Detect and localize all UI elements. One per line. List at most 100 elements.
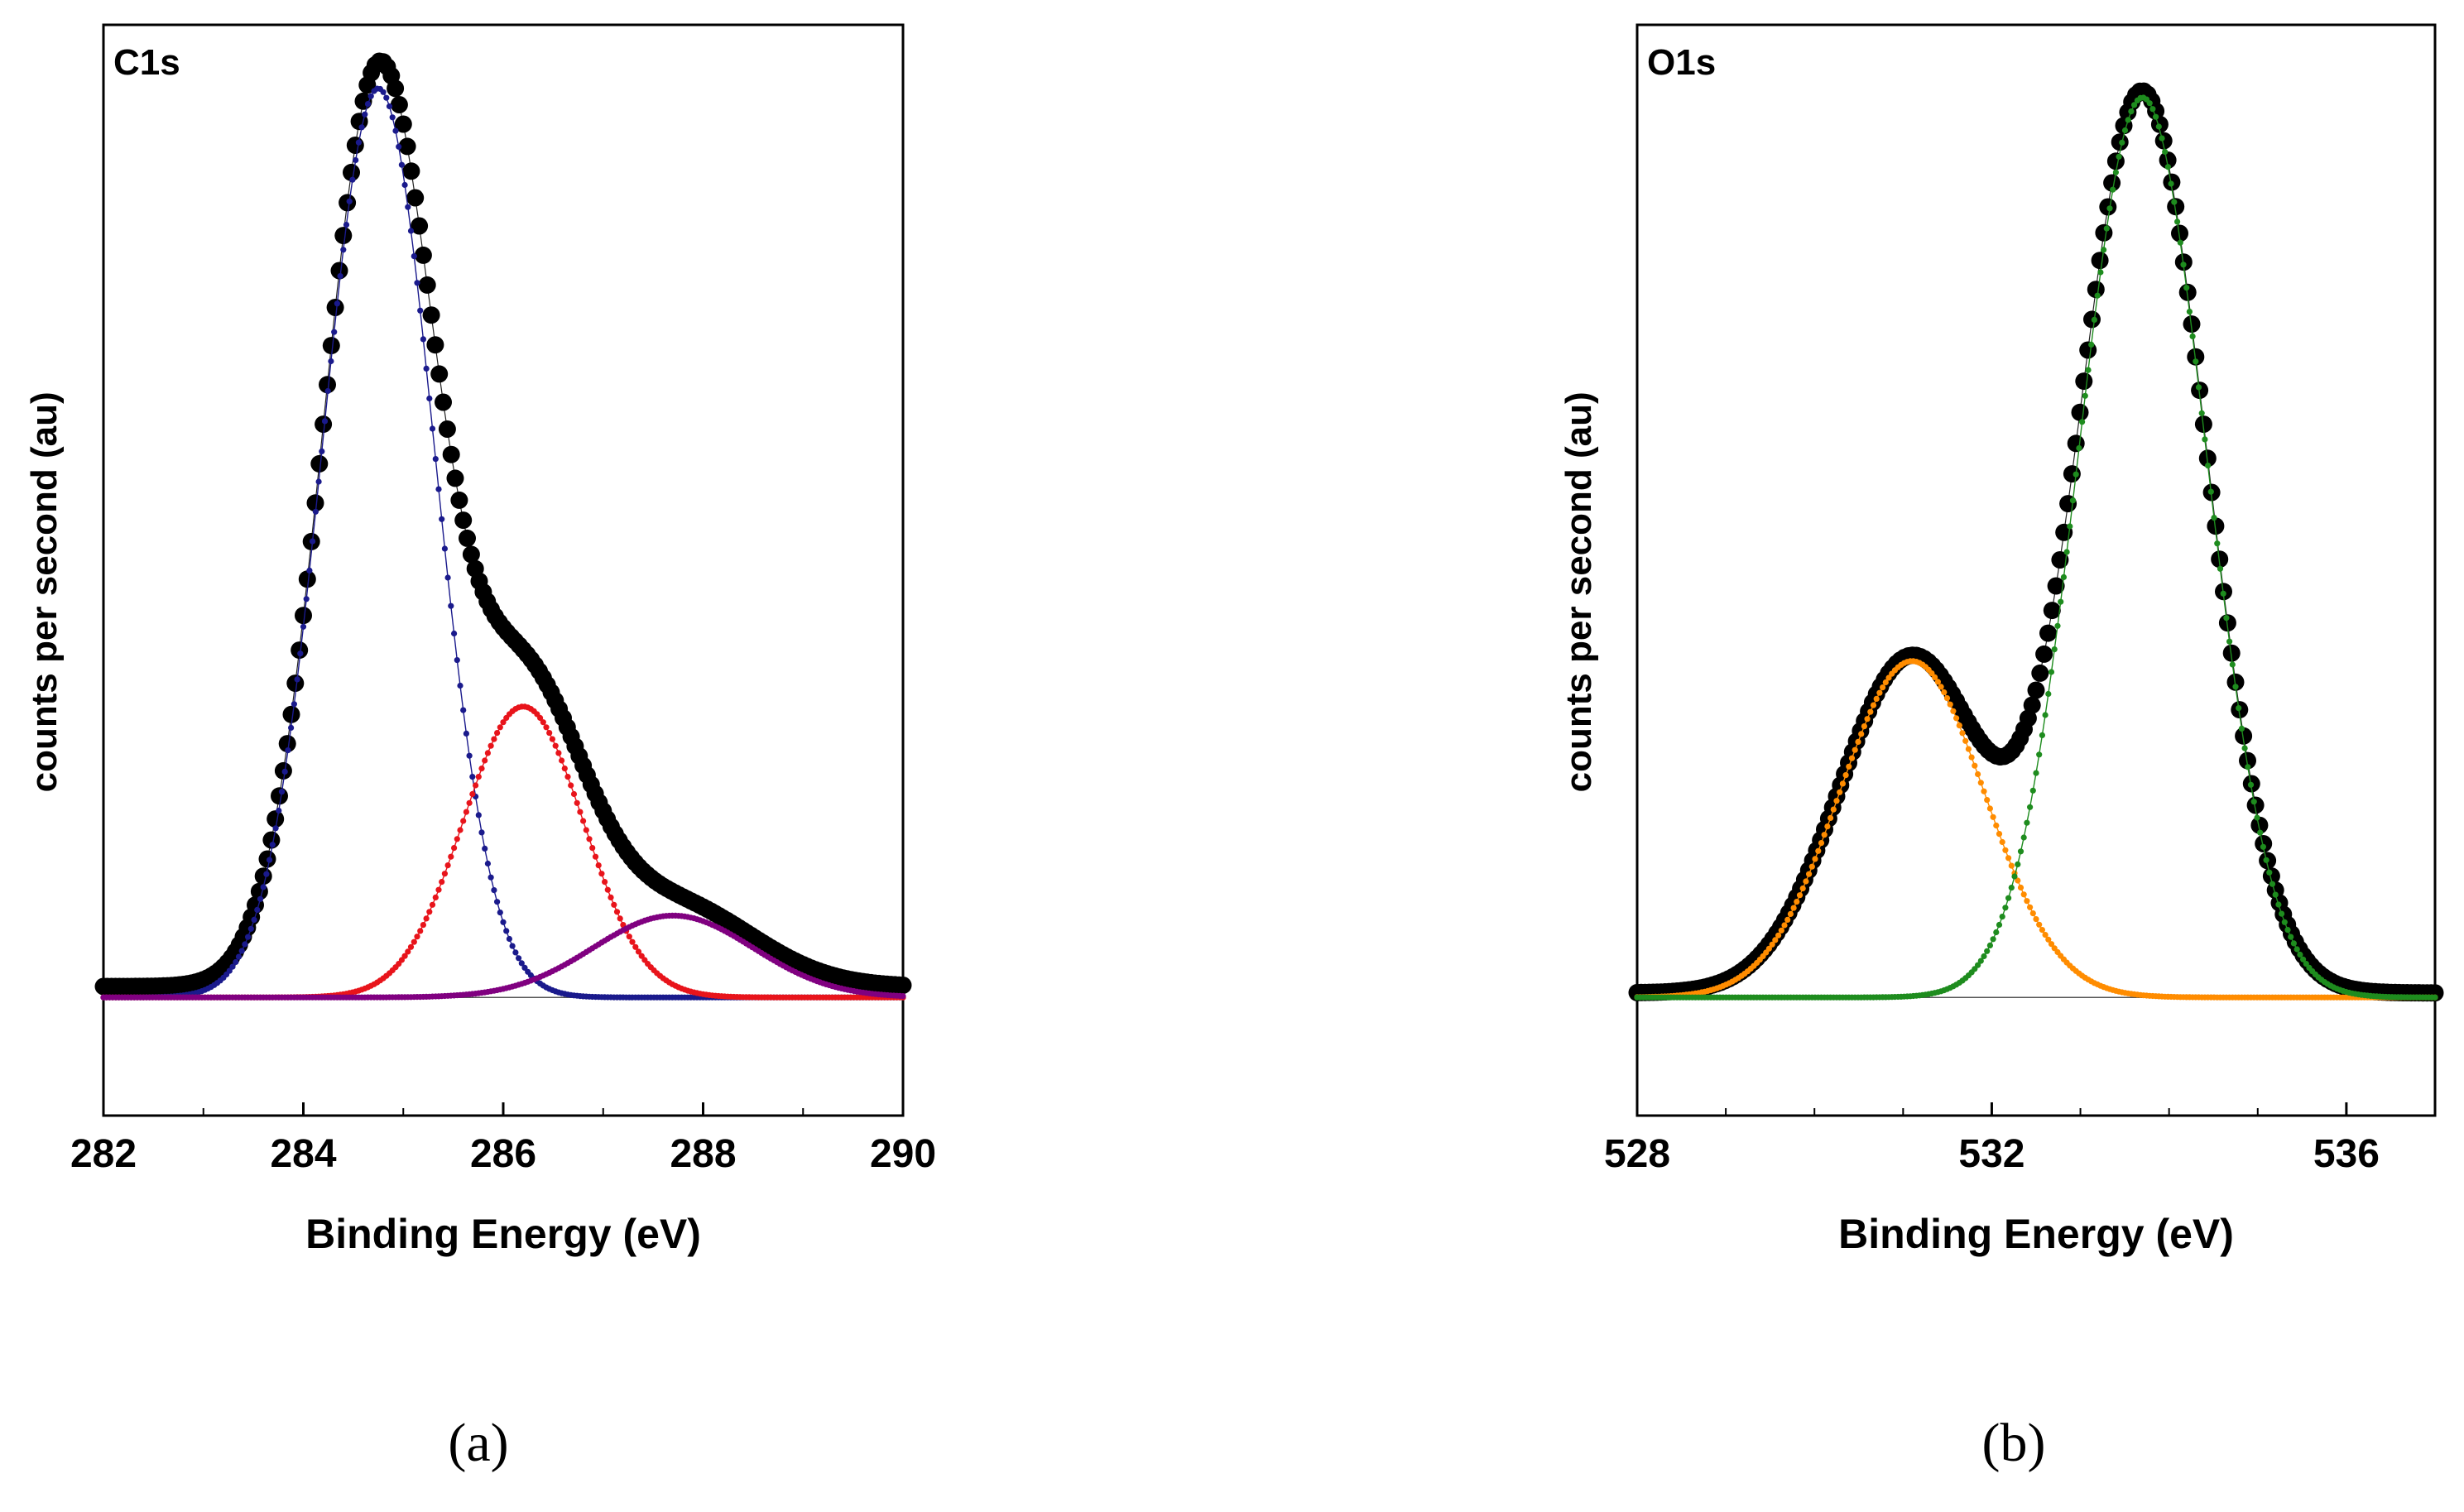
data-point: [2162, 148, 2169, 155]
data-point: [322, 337, 340, 355]
data-point: [337, 273, 343, 280]
x-tick-label: 536: [2313, 1132, 2380, 1176]
data-point: [272, 825, 279, 832]
data-point: [2186, 309, 2193, 315]
data-point: [451, 630, 458, 637]
data-point: [2088, 341, 2095, 348]
data-point: [2042, 932, 2049, 938]
data-point: [2036, 921, 2043, 928]
data-point: [1806, 871, 1813, 877]
data-point: [1984, 797, 1991, 804]
data-point: [276, 807, 282, 814]
data-point: [2174, 218, 2181, 225]
data-point: [2239, 751, 2256, 770]
data-point: [586, 836, 593, 842]
data-point: [1956, 722, 1962, 729]
data-point: [2250, 799, 2257, 805]
data-point: [2202, 436, 2208, 443]
data-point: [295, 607, 312, 625]
data-point: [2023, 696, 2041, 714]
data-point: [632, 943, 639, 950]
data-point: [450, 491, 468, 509]
data-point: [457, 827, 464, 833]
data-point: [2048, 669, 2055, 675]
data-point: [2217, 565, 2224, 572]
data-point: [543, 724, 550, 731]
x-tick-label: 528: [1604, 1132, 1670, 1176]
data-point: [454, 511, 473, 530]
data-point: [2125, 117, 2131, 123]
data-point: [2183, 315, 2201, 334]
data-point: [355, 139, 362, 146]
data-point: [2019, 709, 2037, 727]
data-point: [2193, 358, 2199, 365]
data-point: [303, 596, 310, 602]
data-point: [418, 276, 436, 294]
data-point: [1993, 822, 2000, 829]
data-point: [1999, 914, 2005, 920]
data-point: [1861, 723, 1867, 730]
data-point: [423, 365, 430, 372]
data-point: [503, 928, 510, 934]
data-point: [282, 705, 300, 723]
series-line: [1637, 97, 2435, 998]
data-point: [2171, 224, 2188, 242]
data-point: [441, 871, 449, 877]
data-point: [267, 857, 273, 863]
data-point: [364, 101, 372, 108]
data-point: [1815, 847, 1822, 854]
data-point: [439, 879, 445, 886]
data-point: [334, 300, 340, 307]
data-point: [331, 329, 338, 335]
data-point: [2103, 225, 2110, 232]
data-point: [411, 217, 429, 235]
data-point: [2067, 523, 2073, 530]
data-point: [1993, 929, 2000, 936]
data-point: [281, 768, 288, 775]
data-point: [389, 114, 396, 121]
data-point: [2027, 904, 2034, 910]
data-point: [387, 79, 405, 98]
x-tick-label: 282: [70, 1132, 137, 1176]
data-point: [269, 842, 276, 848]
data-point: [537, 714, 544, 722]
data-point: [358, 124, 365, 131]
data-point: [423, 915, 430, 922]
data-point: [1837, 789, 1843, 795]
data-point: [484, 860, 492, 867]
data-point: [2297, 951, 2303, 958]
data-point: [2071, 403, 2089, 421]
data-point: [602, 879, 608, 886]
data-point: [2035, 645, 2053, 663]
chart-panel-o1s: 528 532 536 Binding Energy (eV) counts per s…: [1559, 23, 2444, 1473]
data-point: [1986, 942, 1993, 948]
data-point: [1953, 715, 1960, 722]
data-point: [457, 682, 464, 689]
data-point: [2042, 712, 2049, 718]
data-point: [394, 115, 412, 133]
x-tick-label: 284: [270, 1132, 336, 1176]
data-point: [1794, 899, 1800, 905]
data-point: [2110, 186, 2116, 193]
data-point: [2269, 881, 2276, 887]
data-point: [340, 247, 347, 253]
data-point: [334, 227, 353, 245]
data-point: [2247, 781, 2255, 788]
data-point: [2290, 940, 2297, 947]
data-point: [2069, 497, 2077, 504]
data-point: [2198, 449, 2217, 468]
data-point: [2048, 941, 2055, 948]
data-point: [444, 574, 451, 581]
data-point: [466, 752, 473, 759]
data-point: [540, 719, 546, 726]
data-point: [2054, 622, 2061, 629]
data-point: [613, 909, 621, 915]
data-point: [617, 915, 623, 922]
data-point: [446, 469, 464, 487]
data-point: [411, 938, 417, 945]
series-line: [1636, 90, 2435, 994]
data-point: [324, 387, 331, 395]
data-point: [521, 964, 528, 971]
data-point: [386, 103, 393, 110]
data-point: [2005, 855, 2012, 862]
